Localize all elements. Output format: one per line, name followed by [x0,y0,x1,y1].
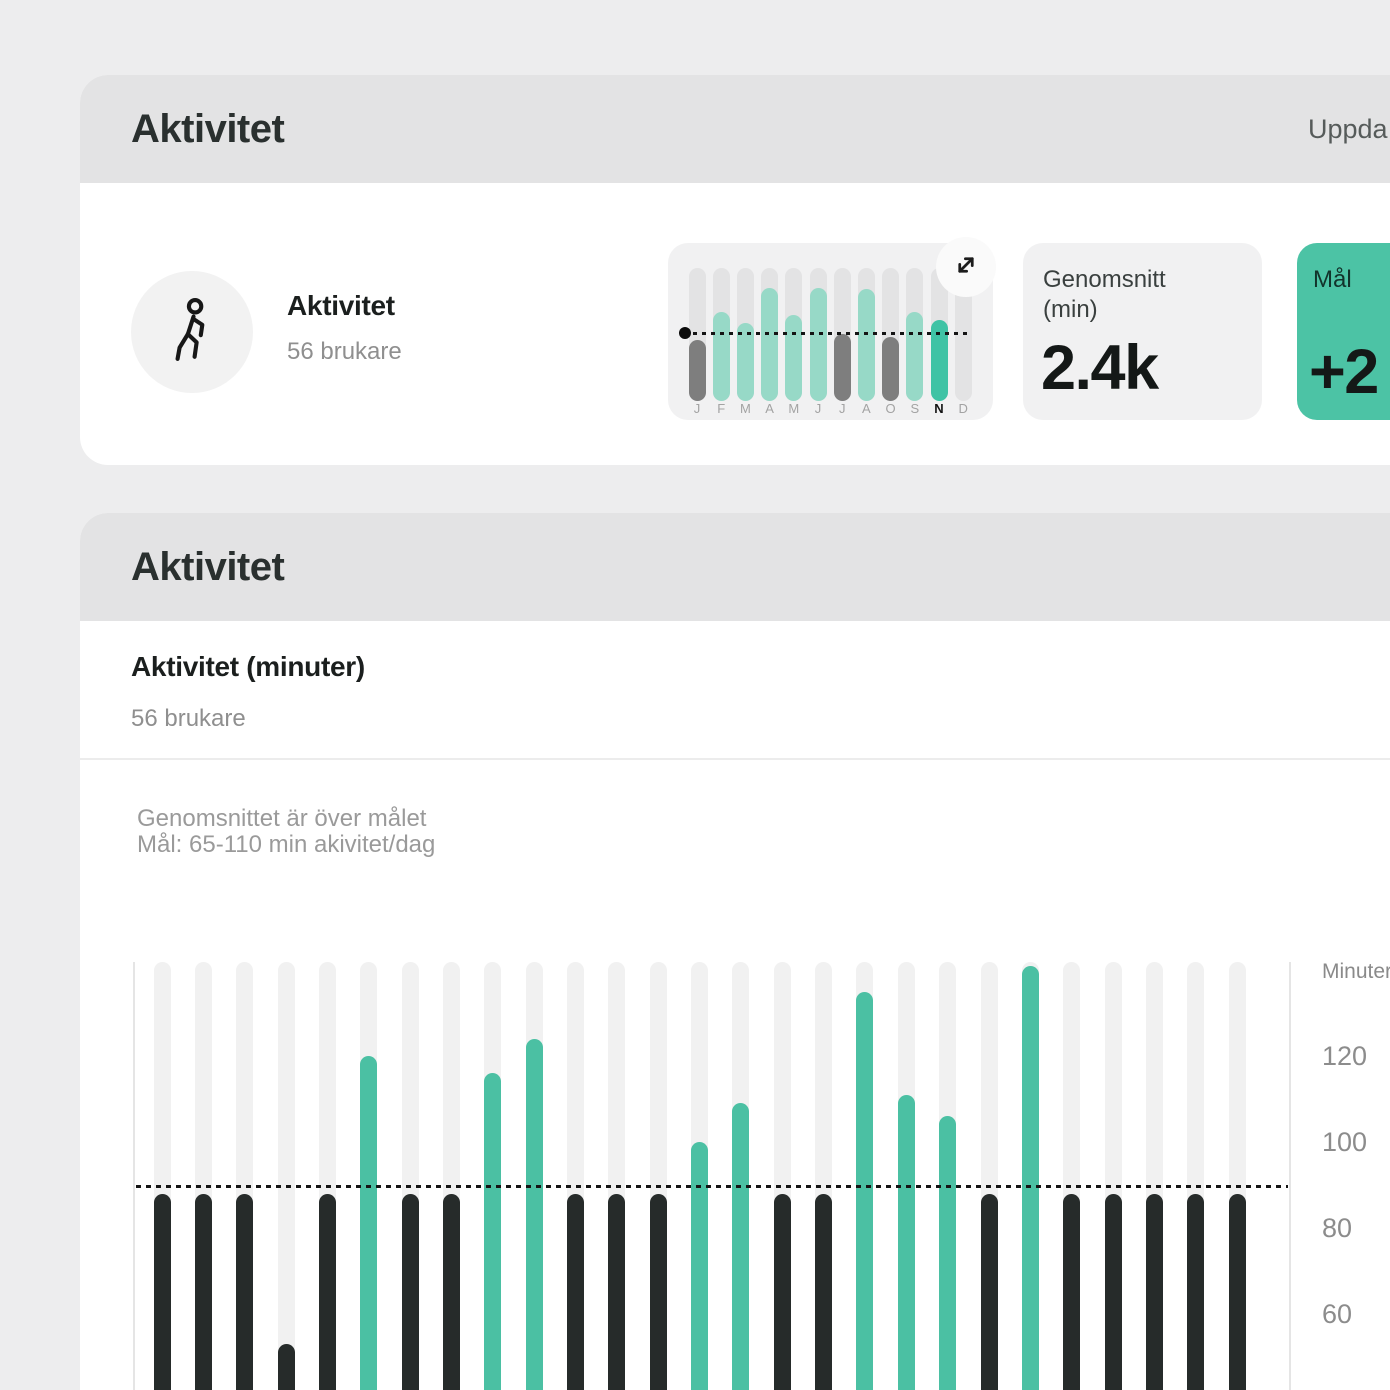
y-axis-tick: 80 [1322,1213,1353,1243]
chart-bar[interactable] [194,1194,212,1390]
mini-bar-J [833,334,851,401]
chart-bar[interactable] [608,1194,626,1390]
chart-subtitle: 56 brukare [131,705,246,732]
chart-bar[interactable] [1063,1194,1081,1390]
y-axis-tick: 100 [1322,1127,1368,1157]
activity-detail-card: Aktivitet Aktivitet (minuter) 56 brukare… [80,513,1390,1390]
mini-month-label: J [838,401,846,416]
mini-month-label: A [765,401,774,416]
chart-bar[interactable] [318,1194,336,1390]
chart-bar[interactable] [236,1194,254,1390]
chart-bar[interactable] [649,1194,667,1390]
mini-month-label: A [862,401,871,416]
mini-month-label: N [934,401,944,416]
chart-bar[interactable] [732,1103,750,1390]
goal-label: Mål [1313,266,1352,293]
mini-bar-O [882,337,900,401]
goal-tile: Mål +2 [1297,243,1390,420]
y-axis-tick: 120 [1322,1041,1368,1071]
chart-bar[interactable] [1021,966,1039,1390]
mini-bar-J [809,288,827,401]
chart-bar[interactable] [277,1344,295,1390]
metric-subtitle: 56 brukare [287,338,402,365]
mini-month-label: O [885,401,896,416]
card2-header: Aktivitet [80,513,1390,621]
mini-goal-line-dot [679,327,691,339]
divider [80,758,1390,760]
metric-title: Aktivitet [287,290,395,321]
chart-bar[interactable] [153,1194,171,1390]
average-tile: Genomsnitt (min) 2.4k [1023,243,1262,420]
metric-text-block: Aktivitet 56 brukare [287,290,402,366]
chart-left-axis-line [133,962,135,1390]
mini-month-label: J [814,401,822,416]
expand-button[interactable] [936,237,996,297]
activity-summary-card: Aktivitet Uppda Aktivitet 56 brukare [80,75,1390,465]
chart-bar[interactable] [980,1194,998,1390]
y-axis-unit: Minuter [1322,960,1390,983]
mini-month-label: S [910,401,920,416]
chart-goal-line [136,1185,1288,1188]
chart-bar[interactable] [815,1194,833,1390]
chart-bar[interactable] [773,1194,791,1390]
mini-goal-line [684,332,970,335]
card2-title: Aktivitet [131,544,285,589]
mini-month-label: D [958,401,968,416]
activity-avatar [131,271,253,393]
mini-bar-M [785,315,803,401]
chart-bar[interactable] [442,1194,460,1390]
chart-bar[interactable] [567,1194,584,1390]
mini-bar-J [688,340,706,401]
mini-bar-A [761,288,779,401]
chart-bar[interactable] [401,1194,419,1390]
chart-bar[interactable] [484,1073,502,1390]
chart-bar[interactable] [1145,1194,1163,1390]
mini-bar-F [712,312,730,401]
chart-bar[interactable] [360,1056,378,1390]
mini-bar-S [906,312,924,401]
mini-bar-N [930,320,948,401]
chart-bar[interactable] [525,1039,543,1390]
card1-title: Aktivitet [131,106,285,151]
average-label: Genomsnitt (min) [1043,266,1166,323]
chart-track [277,962,295,1390]
card1-header: Aktivitet Uppda [80,75,1390,183]
mini-month-label: M [739,401,751,416]
mini-month-label: J [693,401,701,416]
y-axis-tick: 60 [1322,1299,1353,1329]
walking-person-icon [163,297,221,368]
average-value: 2.4k [1041,333,1159,403]
chart-bar[interactable] [1104,1194,1122,1390]
chart-bar[interactable] [691,1142,709,1390]
mini-bar-A [857,289,875,401]
chart-title: Aktivitet (minuter) [131,651,365,682]
chart-bar[interactable] [939,1116,957,1390]
goal-note: Genomsnittet är över målet Mål: 65-110 m… [137,805,436,858]
chart-right-axis-line [1289,962,1291,1390]
chart-bar[interactable] [897,1095,915,1390]
goal-value: +2 [1309,337,1379,407]
mini-bar-M [736,323,754,401]
mini-month-label: M [788,401,800,416]
chart-bar[interactable] [1228,1194,1246,1390]
expand-icon [951,250,981,285]
mini-month-label: F [717,401,726,416]
activity-bar-chart [133,962,1291,1390]
chart-bar[interactable] [856,992,874,1390]
chart-bar[interactable] [1187,1194,1205,1390]
card1-updated-status: Uppda [1308,113,1388,144]
